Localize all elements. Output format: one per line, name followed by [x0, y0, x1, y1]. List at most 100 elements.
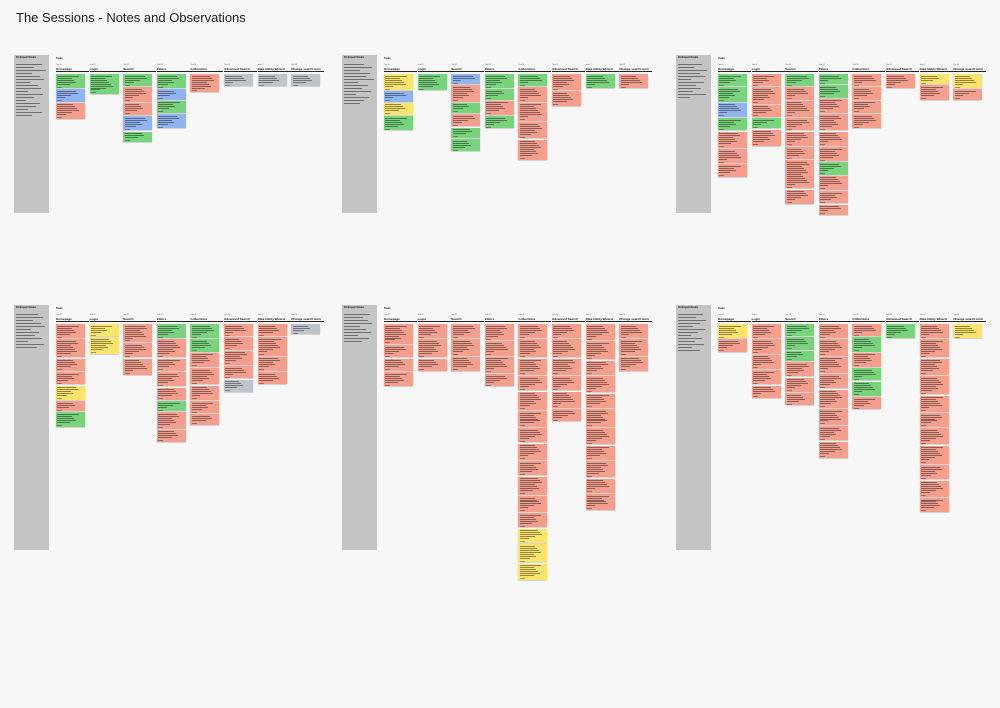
sticky-note-red[interactable]	[585, 461, 615, 478]
sticky-note-green[interactable]	[785, 350, 815, 361]
sticky-note-green[interactable]	[886, 324, 915, 339]
sticky-note-blue[interactable]	[156, 89, 186, 100]
sticky-note-blue[interactable]	[123, 116, 153, 131]
sticky-note-blue[interactable]	[56, 89, 85, 102]
sticky-note-green[interactable]	[156, 100, 186, 113]
sticky-note-red[interactable]	[919, 445, 949, 464]
sticky-note-red[interactable]	[451, 324, 481, 339]
sticky-note-red[interactable]	[919, 465, 949, 480]
sticky-note-red[interactable]	[818, 374, 848, 389]
sticky-note-blue[interactable]	[156, 114, 186, 129]
sticky-note-green[interactable]	[451, 139, 481, 152]
sticky-note-red[interactable]	[123, 102, 153, 115]
sticky-note-yellow[interactable]	[518, 544, 548, 563]
sticky-note-green[interactable]	[785, 74, 815, 87]
sticky-note-red[interactable]	[919, 428, 949, 445]
sticky-note-red[interactable]	[585, 493, 615, 511]
sticky-note-red[interactable]	[852, 114, 882, 129]
sticky-note-red[interactable]	[123, 358, 153, 375]
sticky-note-red[interactable]	[585, 478, 615, 493]
sticky-note-red[interactable]	[886, 74, 915, 89]
sticky-note-yellow[interactable]	[953, 74, 983, 89]
sticky-note-red[interactable]	[751, 339, 781, 354]
sticky-note-red[interactable]	[156, 358, 186, 371]
sticky-note-red[interactable]	[919, 85, 949, 100]
sticky-note-red[interactable]	[56, 401, 85, 412]
sticky-note-red[interactable]	[552, 339, 581, 358]
sticky-note-red[interactable]	[751, 74, 781, 87]
sticky-note-red[interactable]	[552, 391, 581, 408]
sticky-note-red[interactable]	[785, 131, 815, 146]
sticky-note-red[interactable]	[518, 476, 548, 495]
sticky-note-red[interactable]	[56, 102, 85, 119]
sticky-note-red[interactable]	[751, 324, 781, 339]
sticky-note-red[interactable]	[518, 358, 548, 375]
sticky-note-red[interactable]	[257, 337, 287, 356]
sticky-note-green[interactable]	[156, 74, 186, 89]
sticky-note-green[interactable]	[123, 131, 153, 142]
sticky-note-red[interactable]	[785, 189, 815, 204]
sticky-note-red[interactable]	[751, 354, 781, 369]
sticky-note-red[interactable]	[585, 428, 615, 445]
sticky-note-red[interactable]	[818, 324, 848, 339]
sticky-note-blue[interactable]	[384, 91, 413, 102]
sticky-note-blue[interactable]	[718, 102, 747, 117]
sticky-note-red[interactable]	[257, 324, 287, 337]
sticky-note-red[interactable]	[518, 324, 548, 339]
sticky-note-red[interactable]	[156, 339, 186, 358]
sticky-note-red[interactable]	[156, 372, 186, 387]
sticky-note-red[interactable]	[417, 339, 447, 358]
sticky-note-red[interactable]	[619, 339, 649, 356]
sticky-note-red[interactable]	[718, 339, 747, 352]
sticky-note-red[interactable]	[417, 358, 447, 371]
sticky-note-red[interactable]	[190, 414, 220, 425]
sticky-note-gray[interactable]	[224, 379, 253, 392]
sticky-note-red[interactable]	[552, 91, 581, 106]
sticky-note-green[interactable]	[852, 368, 882, 381]
sticky-note-yellow[interactable]	[384, 74, 413, 91]
sticky-note-red[interactable]	[224, 366, 253, 379]
sticky-note-green[interactable]	[818, 85, 848, 98]
sticky-note-green[interactable]	[89, 74, 119, 95]
sticky-note-green[interactable]	[384, 116, 413, 131]
sticky-note-red[interactable]	[552, 358, 581, 375]
sticky-note-red[interactable]	[818, 426, 848, 441]
sticky-note-red[interactable]	[585, 360, 615, 375]
sticky-note-green[interactable]	[156, 401, 186, 412]
sticky-note-green[interactable]	[451, 127, 481, 138]
sticky-note-red[interactable]	[552, 324, 581, 339]
sticky-note-red[interactable]	[224, 337, 253, 350]
sticky-note-red[interactable]	[785, 362, 815, 377]
sticky-note-green[interactable]	[123, 74, 153, 87]
sticky-note-red[interactable]	[919, 480, 949, 497]
sticky-note-gray[interactable]	[224, 74, 253, 87]
sticky-note-red[interactable]	[518, 410, 548, 428]
sticky-note-red[interactable]	[518, 102, 548, 121]
sticky-note-red[interactable]	[785, 393, 815, 406]
sticky-note-red[interactable]	[224, 350, 253, 365]
sticky-note-red[interactable]	[785, 160, 815, 189]
sticky-note-red[interactable]	[123, 343, 153, 358]
sticky-note-green[interactable]	[818, 162, 848, 175]
sticky-note-red[interactable]	[417, 324, 447, 339]
sticky-note-green[interactable]	[718, 118, 747, 131]
sticky-note-yellow[interactable]	[518, 563, 548, 580]
sticky-note-red[interactable]	[518, 513, 548, 528]
sticky-note-red[interactable]	[484, 374, 514, 387]
sticky-note-red[interactable]	[585, 376, 615, 393]
sticky-note-green[interactable]	[718, 87, 747, 102]
sticky-note-red[interactable]	[585, 408, 615, 428]
sticky-note-green[interactable]	[852, 337, 882, 352]
sticky-note-red[interactable]	[585, 445, 615, 460]
sticky-note-red[interactable]	[818, 114, 848, 131]
sticky-note-red[interactable]	[751, 104, 781, 117]
sticky-note-green[interactable]	[484, 89, 514, 100]
sticky-note-red[interactable]	[818, 408, 848, 426]
sticky-note-red[interactable]	[384, 324, 413, 345]
sticky-note-red[interactable]	[451, 85, 481, 102]
sticky-note-red[interactable]	[818, 441, 848, 458]
sticky-note-green[interactable]	[484, 116, 514, 129]
sticky-note-red[interactable]	[919, 339, 949, 358]
sticky-note-gray[interactable]	[291, 74, 321, 87]
sticky-note-red[interactable]	[852, 397, 882, 410]
